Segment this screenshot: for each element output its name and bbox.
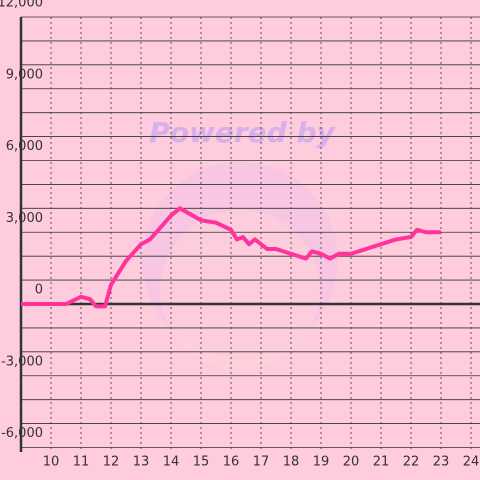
watermark: Powered by: [149, 116, 336, 149]
x-tick-label: 14: [163, 455, 180, 470]
x-tick-label: 19: [313, 455, 330, 470]
x-tick-label: 13: [133, 455, 150, 470]
x-tick-label: 15: [193, 455, 210, 470]
x-tick-label: 23: [433, 455, 450, 470]
x-tick-label: 17: [253, 455, 270, 470]
x-tick-label: 20: [343, 455, 360, 470]
x-tick-label: 16: [223, 455, 240, 470]
y-tick-label: 6,000: [6, 139, 43, 154]
y-tick-label: 3,000: [6, 211, 43, 226]
x-tick-label: 18: [283, 455, 300, 470]
y-tick-label: 0: [35, 283, 43, 298]
y-tick-label: 9,000: [6, 67, 43, 82]
x-tick-label: 10: [43, 455, 60, 470]
x-tick-label: 22: [403, 455, 420, 470]
x-tick-label: 21: [373, 455, 390, 470]
data-line: [21, 206, 441, 309]
x-tick-label: 24: [463, 455, 480, 470]
x-tick-label: 11: [73, 455, 90, 470]
watermark-logo: [160, 210, 320, 370]
y-tick-label: 12,000: [0, 0, 43, 11]
x-tick-label: 12: [103, 455, 120, 470]
